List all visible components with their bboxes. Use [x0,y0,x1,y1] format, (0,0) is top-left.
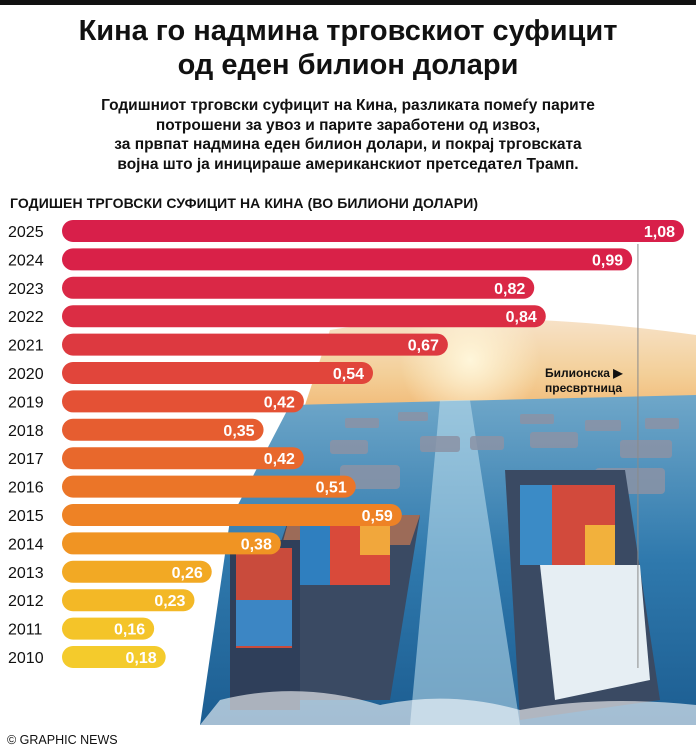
bar [62,447,304,470]
subtitle-line-1: Годишниот трговски суфицит на Кина, разл… [101,97,595,114]
chart-title: ГОДИШЕН ТРГОВСКИ СУФИЦИТ НА КИНА (ВО БИЛ… [10,195,479,211]
bar-value-label: 1,08 [644,224,675,241]
page-title: Кина го надмина трговскиот суфицит од ед… [0,14,696,82]
bar-value-label: 0,38 [241,536,272,553]
bar-value-label: 0,16 [114,622,145,639]
bar-value-label: 0,59 [362,508,393,525]
bar [62,504,402,526]
bar-value-label: 0,26 [172,565,203,582]
bar [62,362,373,384]
bar-value-label: 0,51 [316,480,347,497]
bar-value-label: 0,23 [154,593,185,610]
bar [62,560,212,583]
bar [62,532,281,555]
bar [62,646,166,668]
bar-value-label: 0,99 [592,252,623,269]
bar-value-label: 0,42 [264,451,295,468]
year-label: 2015 [8,508,44,525]
year-label: 2012 [8,593,44,610]
bar [62,248,633,271]
container-ships-illustration [200,290,696,725]
year-label: 2018 [8,423,44,440]
year-label: 2019 [8,394,44,411]
billion-milestone-label: Билионска ▶ пресвртница [545,366,635,396]
bar [62,333,448,356]
milestone-arrow-icon: ▶ [613,366,623,380]
bar [62,418,264,441]
credit-text: © GRAPHIC NEWS [7,733,118,747]
year-label: 2017 [8,451,44,468]
bar-value-label: 0,67 [408,338,439,355]
year-label: 2013 [8,565,44,582]
subtitle-line-4: војна што ја иницираше американскиот пре… [117,155,579,173]
year-label: 2011 [8,622,43,639]
year-label: 2025 [8,224,44,241]
bar-value-label: 0,54 [333,366,364,383]
year-label: 2021 [8,338,44,355]
year-label: 2024 [8,252,44,269]
milestone-label-line-1: Билионска [545,366,610,380]
subtitle: Годишниот трговски суфицит на Кина, разл… [30,96,666,174]
bar [62,617,155,640]
milestone-label-line-2: пресвртница [545,381,623,395]
year-label: 2014 [8,536,44,553]
bar-value-label: 0,42 [264,394,295,411]
title-line-2: од еден билион долари [177,49,519,81]
bar [62,305,546,328]
top-rule [0,0,696,5]
year-label: 2022 [8,309,44,326]
bar-value-label: 0,84 [506,309,537,326]
year-label: 2016 [8,480,44,497]
bar-value-label: 0,82 [494,281,525,298]
year-label: 2010 [8,650,44,667]
bar-value-label: 0,18 [126,650,157,667]
subtitle-line-2: потрошени за увоз и парите заработени од… [155,116,541,134]
bar [62,390,304,413]
bar [62,475,356,498]
bar-value-label: 0,35 [223,423,254,440]
bar [62,276,535,299]
bar [62,220,684,242]
year-label: 2020 [8,366,44,383]
title-line-1: Кина го надмина трговскиот суфицит [78,15,618,47]
subtitle-line-3: за првпат надмина еден билион долари, и … [114,136,582,153]
bar [62,589,195,612]
year-label: 2023 [8,281,44,298]
